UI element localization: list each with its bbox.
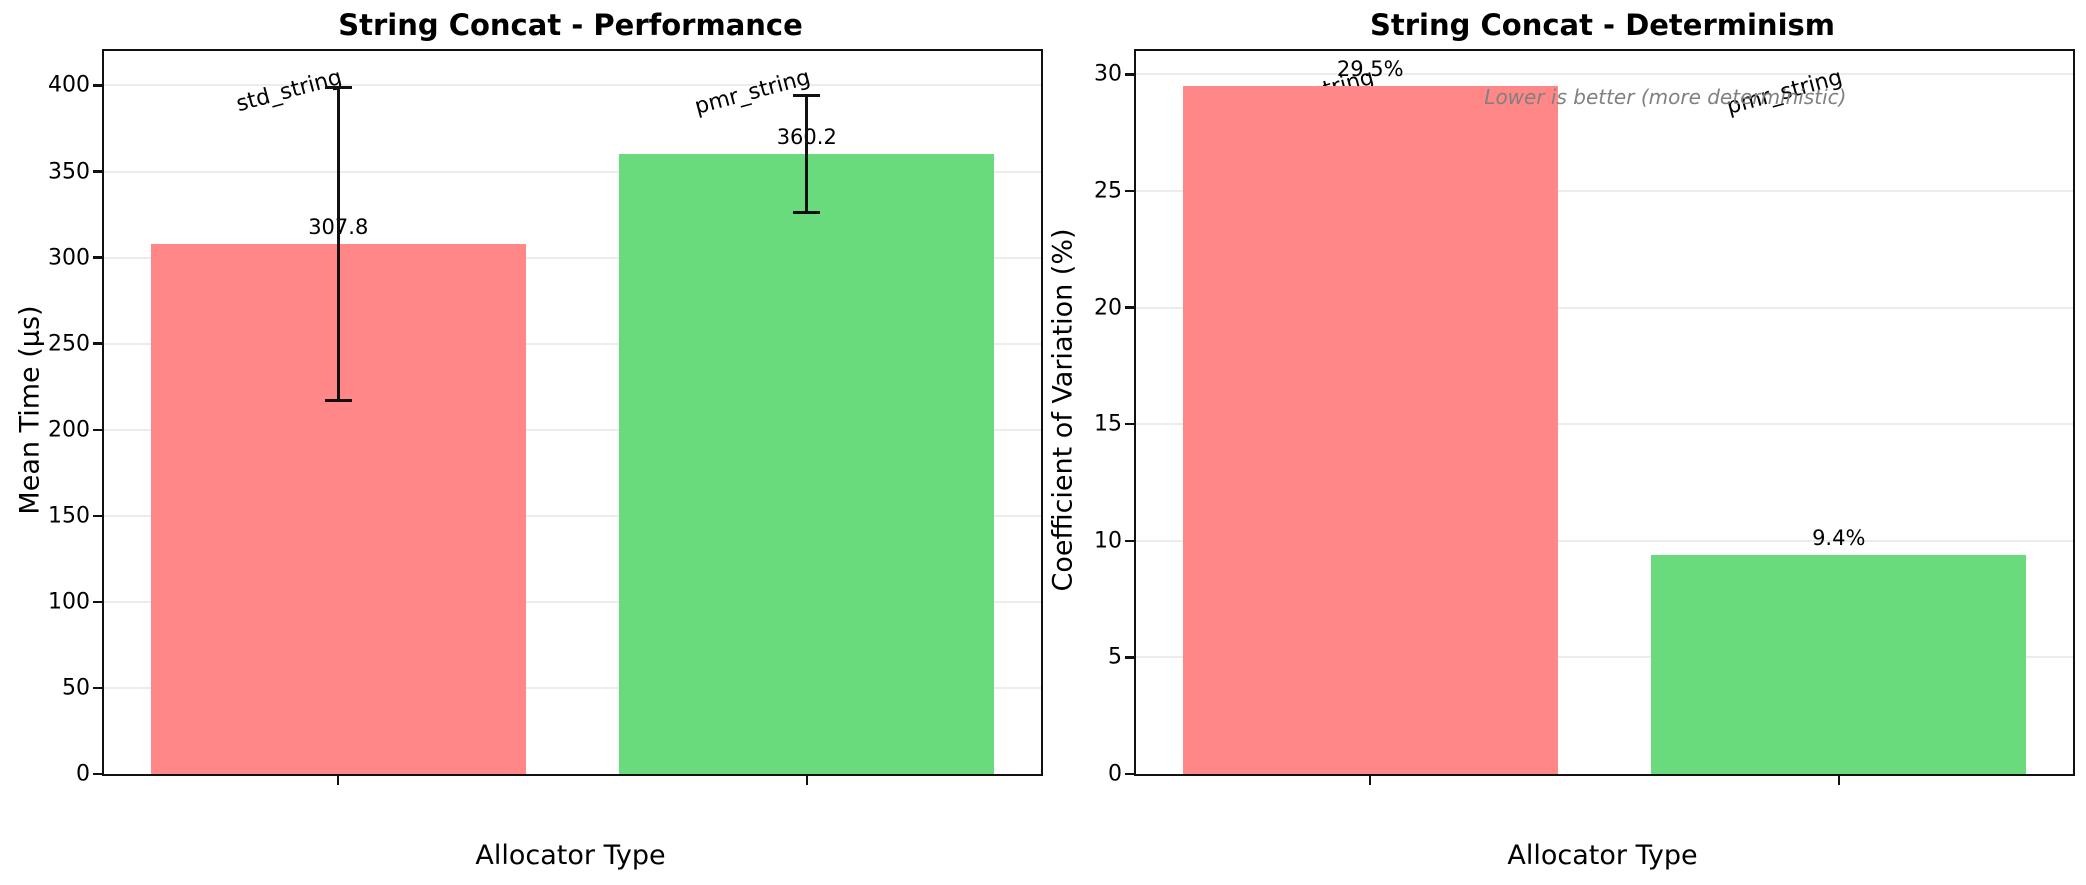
y-tick-label: 0: [76, 761, 90, 787]
y-gridline: [1136, 306, 2073, 309]
y-tick-mark: [1124, 306, 1134, 309]
bar-value-label: 29.5%: [1336, 56, 1404, 81]
bar-value-label: 9.4%: [1812, 525, 1866, 550]
error-bar-cap: [324, 399, 352, 403]
y-tick-label: 100: [48, 589, 90, 615]
y-tick-mark: [92, 170, 102, 173]
performance-plot-area: 050100150200250300350400307.8std_string3…: [48, 49, 1043, 787]
determinism-chart-title: String Concat - Determinism: [1370, 8, 1835, 42]
y-tick-mark: [92, 600, 102, 604]
y-gridline: [1136, 189, 2073, 192]
y-tick-mark: [1124, 539, 1134, 542]
y-gridline: [104, 256, 1041, 259]
performance-chart-title: String Concat - Performance: [338, 8, 803, 42]
y-tick-mark: [92, 428, 102, 431]
y-gridline: [1136, 73, 2073, 76]
error-bar-cap: [793, 210, 821, 214]
x-tick-mark: [1369, 776, 1372, 786]
y-tick-label: 0: [1108, 761, 1122, 787]
y-gridline: [1136, 656, 2073, 659]
x-tick-mark: [805, 776, 808, 786]
performance-chart-panel: String Concat - Performance Mean Time (µ…: [14, 8, 1043, 871]
bar-std_string: [1182, 85, 1558, 774]
x-tick-mark: [1837, 776, 1840, 786]
y-tick-label: 350: [48, 159, 90, 184]
y-tick-mark: [92, 84, 102, 87]
y-tick-mark: [1124, 656, 1134, 659]
y-gridline: [104, 428, 1041, 431]
y-gridline: [1136, 423, 2073, 426]
y-gridline: [104, 84, 1041, 87]
y-tick-mark: [92, 256, 102, 259]
determinism-x-axis-label: Allocator Type: [1507, 840, 1698, 871]
y-tick-label: 10: [1094, 528, 1122, 554]
y-tick-mark: [1124, 73, 1134, 76]
error-bar: [336, 87, 340, 401]
y-tick-mark: [1124, 189, 1134, 193]
y-tick-label: 50: [62, 675, 90, 701]
error-bar: [805, 95, 809, 213]
y-tick-mark: [92, 342, 102, 345]
determinism-plot-area: 05101520253029.5%std_string9.4%pmr_strin…: [1094, 49, 2075, 787]
y-tick-label: 25: [1094, 178, 1122, 204]
y-tick-label: 150: [48, 503, 90, 529]
error-bar-cap: [324, 85, 352, 89]
x-tick-label: std_string: [233, 65, 345, 118]
y-tick-label: 15: [1094, 411, 1122, 437]
annotation-lower-is-better: Lower is better (more deterministic): [1484, 85, 1847, 109]
y-tick-mark: [92, 514, 102, 517]
performance-y-axis-label: Mean Time (µs): [14, 305, 46, 515]
y-gridline: [104, 170, 1041, 173]
y-tick-mark: [92, 772, 102, 776]
y-tick-label: 250: [48, 331, 90, 357]
y-gridline: [104, 514, 1041, 517]
y-tick-mark: [92, 686, 102, 690]
y-gridline: [104, 600, 1041, 603]
y-tick-label: 200: [48, 417, 90, 443]
y-gridline: [104, 342, 1041, 345]
y-tick-label: 300: [48, 245, 90, 271]
error-bar-cap: [793, 93, 821, 97]
y-tick-label: 400: [48, 72, 90, 98]
bar-pmr_string: [619, 153, 995, 774]
x-tick-mark: [337, 776, 340, 786]
y-tick-mark: [1124, 422, 1134, 426]
y-gridline: [104, 686, 1041, 689]
y-gridline: [1136, 539, 2073, 542]
y-tick-label: 5: [1108, 644, 1122, 670]
determinism-chart-panel: String Concat - Determinism Coefficient …: [1043, 0, 2086, 885]
y-tick-label: 20: [1094, 295, 1122, 321]
bar-pmr_string: [1651, 554, 2027, 774]
performance-x-axis-label: Allocator Type: [475, 840, 666, 871]
y-tick-label: 30: [1094, 61, 1122, 87]
determinism-y-axis-label: Coefficient of Variation (%): [1047, 228, 1079, 592]
x-tick-label: pmr_string: [692, 65, 814, 120]
y-tick-mark: [1124, 772, 1134, 776]
